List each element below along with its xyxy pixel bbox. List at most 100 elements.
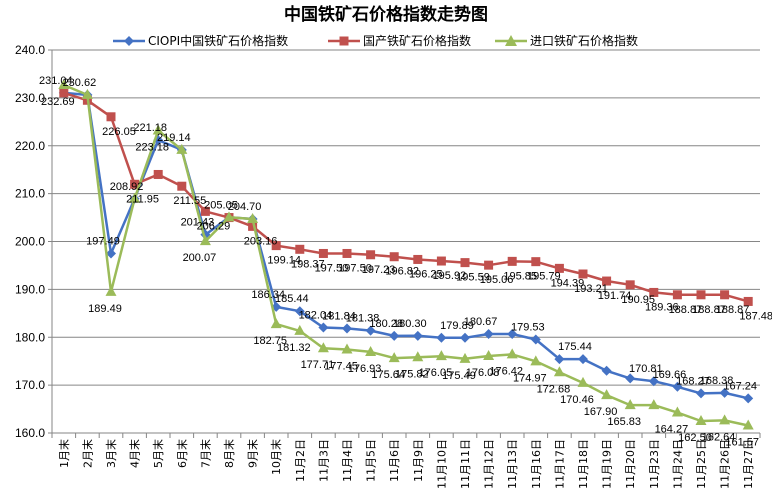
- data-label-ciopi: 186.34: [251, 289, 285, 301]
- data-label-domestic: 196.82: [385, 266, 419, 278]
- data-label-domestic: 199.14: [267, 255, 301, 267]
- y-tick-label: 170.0: [15, 378, 45, 392]
- data-label-ciopi: 175.44: [558, 341, 592, 353]
- data-label-domestic: 193.21: [574, 283, 608, 295]
- data-point-ciopi: [483, 329, 494, 340]
- data-label-ciopi: 179.53: [511, 322, 545, 334]
- data-point-domestic: [625, 280, 635, 290]
- data-point-domestic: [484, 260, 494, 270]
- data-point-imported: [577, 376, 589, 387]
- data-label-imported: 182.75: [253, 335, 287, 347]
- data-point-ciopi: [389, 330, 400, 341]
- data-label-domestic: 197.50: [338, 262, 372, 274]
- data-point-domestic: [200, 206, 210, 216]
- data-label-imported: 175.82: [395, 368, 429, 380]
- chart-title: 中国铁矿石价格指数走势图: [284, 4, 488, 25]
- x-tick-label: 9月末: [246, 439, 260, 468]
- x-tick-label: 11月9日: [412, 439, 425, 482]
- data-label-imported: 223.18: [135, 142, 169, 154]
- data-point-ciopi: [601, 365, 612, 376]
- legend-item-ciopi: CIOPI中国铁矿石价格指数: [113, 33, 288, 48]
- data-point-domestic: [248, 221, 258, 231]
- x-tick-label: 11月27日: [742, 439, 755, 489]
- data-point-imported: [388, 352, 400, 363]
- data-label-imported: 175.64: [371, 369, 405, 381]
- data-label-ciopi: 197.49: [86, 236, 120, 248]
- data-label-imported: 161.57: [725, 436, 759, 448]
- x-tick-label: 11月3日: [317, 439, 330, 482]
- y-tick-label: 180.0: [15, 330, 45, 344]
- data-point-imported: [365, 345, 377, 356]
- x-tick-label: 11月6日: [388, 439, 401, 482]
- x-tick-label: 11月24日: [671, 439, 684, 489]
- data-label-domestic: 195.06: [480, 274, 514, 286]
- data-label-domestic: 191.74: [598, 290, 632, 302]
- data-point-domestic: [602, 276, 612, 286]
- data-point-domestic: [460, 258, 470, 268]
- y-tick-label: 190.0: [15, 282, 45, 296]
- data-label-ciopi: 201.43: [181, 217, 215, 229]
- data-label-ciopi: 167.24: [723, 380, 757, 392]
- data-label-domestic: 197.50: [315, 262, 349, 274]
- data-point-ciopi: [507, 329, 518, 340]
- data-point-domestic: [554, 263, 564, 273]
- data-label-ciopi: 168.38: [700, 375, 734, 387]
- data-point-domestic: [366, 250, 376, 260]
- series-line-imported: [63, 83, 749, 427]
- data-point-imported: [742, 419, 754, 430]
- data-label-ciopi: 182.04: [299, 309, 333, 321]
- data-point-domestic: [295, 244, 305, 254]
- data-point-ciopi: [294, 306, 305, 317]
- x-tick-label: 11月19日: [601, 439, 614, 489]
- data-label-imported: 181.32: [277, 342, 311, 354]
- data-point-imported: [105, 285, 117, 296]
- y-tick-label: 200.0: [15, 235, 45, 249]
- data-label-imported: 172.68: [537, 383, 571, 395]
- data-label-ciopi: 219.14: [157, 132, 191, 144]
- data-label-domestic: 197.23: [362, 264, 396, 276]
- x-tick-label: 11月25日: [695, 439, 708, 489]
- data-label-domestic: 189.36: [645, 301, 679, 313]
- x-tick-label: 11月2日: [294, 439, 307, 482]
- x-tick-label: 5月末: [151, 439, 165, 468]
- data-label-imported: 175.49: [442, 370, 476, 382]
- data-point-domestic: [59, 88, 69, 98]
- data-point-domestic: [342, 248, 352, 258]
- data-label-imported: 176.93: [348, 363, 382, 375]
- data-label-ciopi: 181.84: [322, 310, 356, 322]
- data-point-imported: [341, 343, 353, 354]
- y-tick-label: 220.0: [15, 139, 45, 153]
- series-group: [58, 78, 754, 430]
- data-label-imported: 176.42: [489, 365, 523, 377]
- y-tick-label: 240.0: [15, 43, 45, 57]
- data-point-imported: [435, 350, 447, 361]
- y-axis: 160.0 170.0 180.0 190.0 200.0 210.0 220.0 230.0…: [15, 43, 53, 440]
- data-label-domestic: 206.29: [197, 220, 231, 232]
- data-point-imported: [317, 342, 329, 353]
- x-tick-label: 11月13日: [506, 439, 519, 489]
- x-tick-label: 4月末: [128, 439, 142, 468]
- data-point-imported: [223, 211, 235, 222]
- data-label-ciopi: 168.27: [676, 375, 710, 387]
- data-point-domestic: [578, 269, 588, 279]
- data-point-imported: [624, 399, 636, 410]
- data-label-imported: 165.83: [607, 416, 641, 428]
- data-point-imported: [152, 124, 164, 135]
- x-tick-label: 11月23日: [648, 439, 661, 489]
- data-label-imported: 170.46: [560, 394, 594, 406]
- x-tick-label: 8月末: [222, 439, 236, 468]
- data-point-domestic: [672, 290, 682, 300]
- data-label-domestic: 188.87: [716, 304, 750, 316]
- x-tick-label: 11月4日: [341, 439, 354, 482]
- data-label-imported: 200.07: [183, 252, 217, 264]
- x-tick-label: 11月20日: [624, 439, 637, 489]
- x-tick-label: 11月18日: [577, 439, 590, 489]
- data-point-imported: [129, 192, 141, 203]
- data-point-ciopi: [672, 381, 683, 392]
- data-point-imported: [176, 143, 188, 154]
- legend-marker-domestic: [339, 36, 349, 46]
- data-point-domestic: [271, 241, 281, 251]
- legend-marker-imported: [505, 35, 517, 46]
- data-label-imported: 162.64: [702, 431, 736, 443]
- data-point-domestic: [436, 256, 446, 266]
